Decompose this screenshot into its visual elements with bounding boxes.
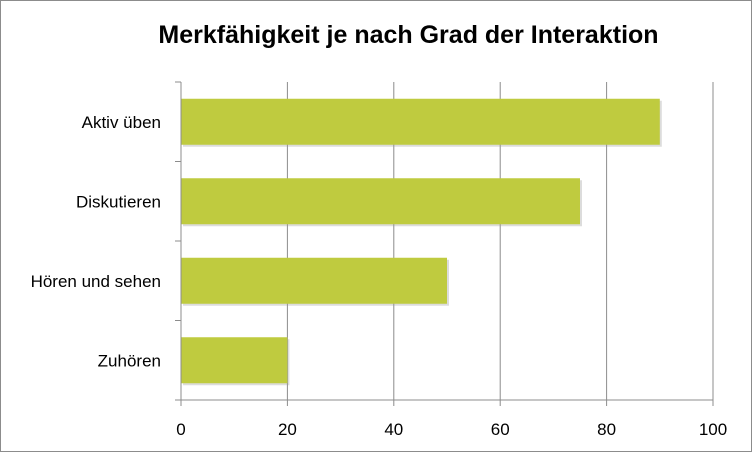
x-tick-label: 100 (699, 420, 727, 439)
x-tick-label: 60 (491, 420, 510, 439)
bar-3 (181, 337, 288, 384)
x-tick-label: 0 (176, 420, 185, 439)
x-tick-label: 80 (597, 420, 616, 439)
x-tick-label: 40 (384, 420, 403, 439)
bar-0 (181, 98, 660, 145)
chart-title: Merkfähigkeit je nach Grad der Interakti… (158, 21, 659, 49)
category-label: Aktiv üben (82, 113, 161, 132)
category-label: Zuhören (98, 351, 161, 370)
x-tick-label: 20 (278, 420, 297, 439)
category-label: Hören und sehen (31, 272, 161, 291)
category-label: Diskutieren (76, 192, 161, 211)
bar-1 (181, 178, 580, 225)
bar-2 (181, 257, 447, 304)
